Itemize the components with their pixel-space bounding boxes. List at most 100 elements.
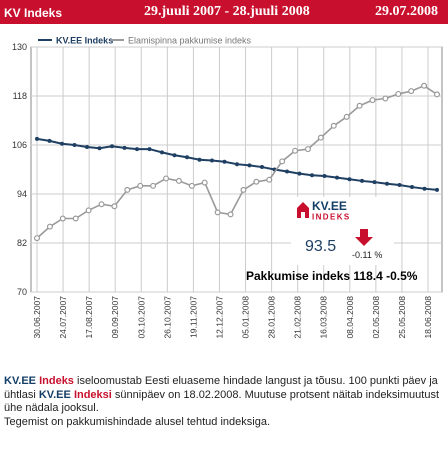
legend-label-elamispind: Elamispinna pakkumise indeks (128, 36, 252, 46)
y-tick-label: 130 (12, 42, 27, 52)
data-point-elamispind (85, 207, 92, 214)
data-point-elamispind (188, 182, 195, 189)
data-point-elamispind (408, 88, 415, 95)
description: KV.EE Indeks iseloomustab Eesti eluaseme… (4, 375, 444, 429)
kv-logo-icon (297, 202, 309, 218)
y-axis: 70 82 94 106 118 130 (12, 42, 27, 297)
data-point-kv-indeks (247, 163, 252, 168)
x-tick-label: 21.02.2008 (293, 296, 303, 339)
data-point-elamispind (163, 175, 170, 182)
arrow-down-icon (355, 229, 373, 246)
x-tick-label: 09.09.2007 (110, 296, 120, 339)
data-point-elamispind (330, 122, 337, 129)
x-tick-label: 05.01.2008 (241, 296, 251, 339)
data-point-elamispind (382, 95, 389, 102)
data-point-kv-indeks (135, 147, 139, 152)
y-tick-label: 118 (13, 91, 27, 101)
description-text-1: iseloomustab Eesti eluaseme hindade lang… (4, 375, 438, 401)
data-point-elamispind (279, 158, 286, 165)
header-date-range: 29.juuli 2007 - 28.juuli 2008 (144, 4, 310, 19)
badge-value: 93.5 (305, 238, 336, 255)
data-point-kv-indeks (410, 185, 414, 190)
data-point-kv-indeks (185, 155, 189, 160)
data-point-kv-indeks (372, 180, 377, 185)
x-tick-label: 24.07.2007 (58, 296, 68, 339)
data-point-elamispind (150, 182, 157, 189)
data-point-kv-indeks (435, 187, 439, 192)
data-point-elamispind (343, 113, 350, 120)
data-point-elamispind (434, 91, 441, 98)
description-text-2: sünnipäev on 18.02.2008. Muutuse protsen… (4, 388, 440, 415)
data-point-elamispind (304, 146, 311, 153)
data-point-kv-indeks (85, 145, 89, 150)
data-point-kv-indeks (97, 146, 102, 151)
kv-badge: KV.EE INDEKS 93.5 -0.11 % (291, 197, 394, 265)
data-point-elamispind (124, 186, 131, 193)
description-paragraph-1: KV.EE Indeks iseloomustab Eesti eluaseme… (4, 375, 444, 416)
data-point-elamispind (33, 235, 40, 242)
data-point-kv-indeks (260, 165, 264, 170)
data-point-kv-indeks (360, 178, 364, 183)
data-point-kv-indeks (285, 169, 289, 174)
x-tick-label: 02.05.2008 (371, 296, 381, 339)
data-point-kv-indeks (422, 186, 427, 191)
data-point-elamispind (227, 211, 234, 218)
data-point-kv-indeks (60, 141, 64, 146)
brand-indeksi: Indeksi (73, 388, 112, 401)
data-point-kv-indeks (322, 174, 327, 179)
line-chart: 70 82 94 106 118 130 30.06.2007 24.07.2007 17.0… (12, 36, 443, 339)
x-tick-label: 26.10.2007 (162, 296, 172, 339)
data-point-kv-indeks (235, 162, 239, 167)
header-bar: KV Indeks 29.juuli 2007 - 28.juuli 2008 … (0, 0, 448, 24)
y-tick-label: 82 (17, 238, 27, 248)
data-point-elamispind (266, 176, 273, 183)
description-paragraph-2: Tegemist on pakkumishindade alusel tehtu… (4, 415, 270, 428)
x-tick-label: 18.06.2008 (423, 296, 433, 339)
data-point-elamispind (292, 147, 299, 154)
data-point-elamispind (46, 223, 53, 230)
x-tick-label: 30.06.2007 (32, 296, 42, 339)
header-title: KV Indeks (4, 6, 63, 20)
data-point-elamispind (369, 97, 376, 104)
data-point-kv-indeks (297, 171, 302, 176)
data-point-kv-indeks (47, 138, 52, 143)
x-tick-label: 12.12.2007 (214, 296, 224, 339)
data-point-kv-indeks (147, 147, 152, 152)
header-current-date: 29.07.2008 (375, 4, 438, 19)
data-point-kv-indeks (172, 153, 177, 158)
data-point-kv-indeks (210, 158, 214, 163)
x-tick-label: 19.11.2007 (188, 296, 198, 338)
x-tick-label: 03.10.2007 (136, 296, 146, 339)
y-tick-label: 70 (17, 287, 27, 297)
chart-grid (30, 46, 443, 293)
x-tick-label: 16.03.2008 (319, 296, 329, 339)
data-point-elamispind (98, 201, 105, 208)
data-point-kv-indeks (110, 144, 114, 149)
data-point-kv-indeks (385, 181, 389, 186)
data-point-kv-indeks (72, 143, 77, 147)
data-point-elamispind (395, 90, 402, 97)
chart-legend: KV.EE Indeks Elamispinna pakkumise indek… (38, 36, 252, 46)
data-point-kv-indeks (122, 145, 127, 150)
data-point-kv-indeks (397, 183, 402, 188)
x-tick-label: 25.05.2008 (397, 296, 407, 339)
data-point-elamispind (175, 177, 182, 184)
data-point-kv-indeks (160, 150, 164, 155)
data-point-elamispind (59, 215, 66, 222)
brand-indeks: Indeks (39, 375, 74, 387)
data-point-kv-indeks (347, 177, 352, 182)
chart-series (33, 82, 441, 242)
data-point-elamispind (317, 134, 324, 141)
badge-logo-kv: KV.EE (312, 199, 347, 213)
y-tick-label: 106 (12, 140, 27, 150)
pakkumise-index-label: Pakkumise indeks 118.4 -0.5% (246, 269, 418, 283)
data-point-elamispind (421, 82, 428, 89)
data-point-kv-indeks (335, 175, 339, 180)
data-point-elamispind (201, 179, 208, 186)
legend-label-kv: KV.EE Indeks (56, 36, 113, 46)
data-point-kv-indeks (222, 159, 227, 164)
data-point-elamispind (253, 178, 260, 185)
data-point-elamispind (240, 186, 247, 193)
brand-kv: KV.EE (4, 375, 37, 387)
x-tick-label: 28.01.2008 (267, 296, 277, 339)
